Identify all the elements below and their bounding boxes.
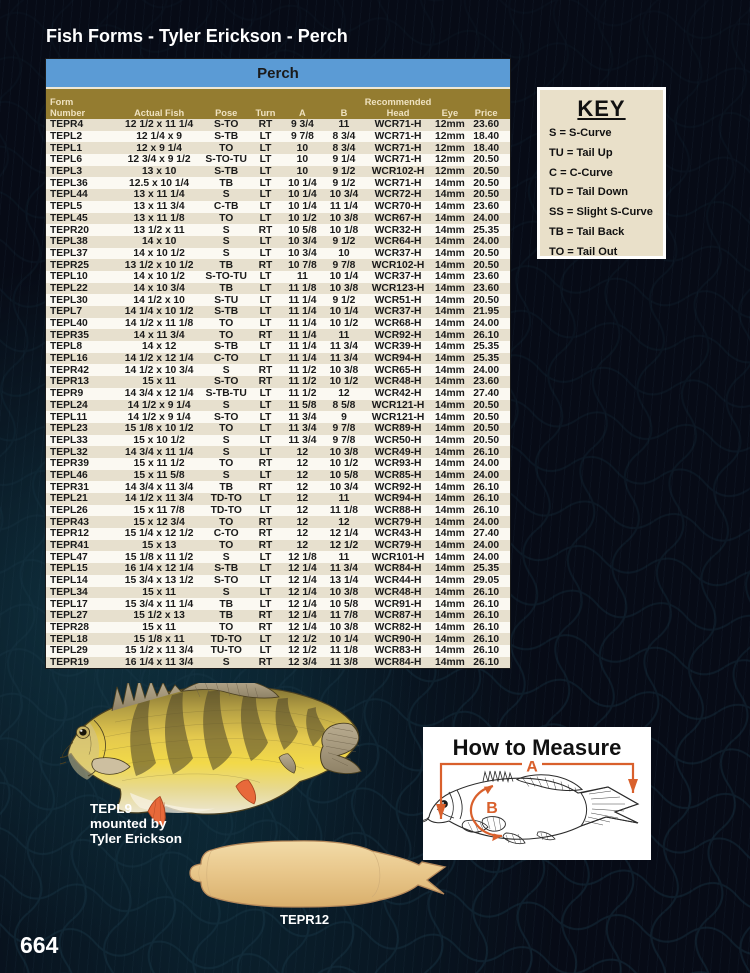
svg-text:A: A bbox=[526, 761, 538, 776]
svg-text:B: B bbox=[486, 800, 498, 817]
